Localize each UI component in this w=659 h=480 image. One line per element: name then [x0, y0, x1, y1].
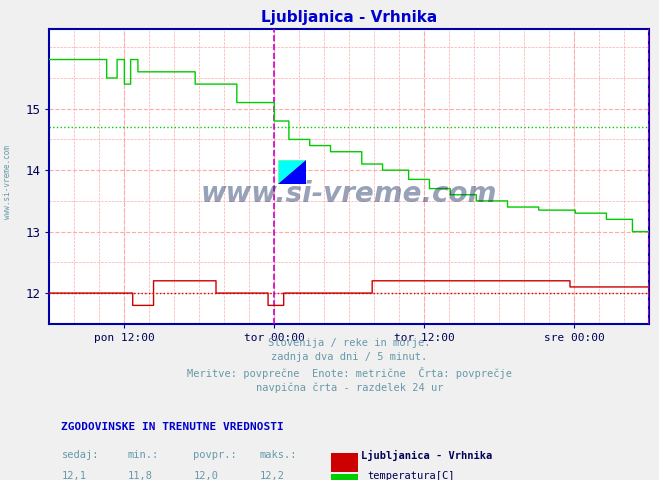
Text: www.si-vreme.com: www.si-vreme.com — [3, 145, 13, 219]
Text: povpr.:: povpr.: — [193, 450, 237, 460]
Polygon shape — [279, 160, 306, 184]
Text: Ljubljanica - Vrhnika: Ljubljanica - Vrhnika — [361, 450, 492, 461]
Text: ZGODOVINSKE IN TRENUTNE VREDNOSTI: ZGODOVINSKE IN TRENUTNE VREDNOSTI — [61, 422, 284, 432]
Text: 12,2: 12,2 — [260, 471, 284, 480]
Text: Slovenija / reke in morje.
zadnja dva dni / 5 minut.
Meritve: povprečne  Enote: : Slovenija / reke in morje. zadnja dva dn… — [186, 337, 512, 393]
Text: www.si-vreme.com: www.si-vreme.com — [201, 180, 498, 208]
Text: 12,0: 12,0 — [193, 471, 218, 480]
Text: min.:: min.: — [127, 450, 159, 460]
Bar — [279, 160, 306, 184]
Bar — [331, 474, 358, 480]
Bar — [331, 453, 358, 472]
Polygon shape — [279, 160, 306, 184]
Text: maks.:: maks.: — [260, 450, 297, 460]
Text: temperatura[C]: temperatura[C] — [367, 471, 455, 480]
Text: 11,8: 11,8 — [127, 471, 152, 480]
Title: Ljubljanica - Vrhnika: Ljubljanica - Vrhnika — [261, 10, 438, 25]
Text: 12,1: 12,1 — [61, 471, 86, 480]
Text: sedaj:: sedaj: — [61, 450, 99, 460]
